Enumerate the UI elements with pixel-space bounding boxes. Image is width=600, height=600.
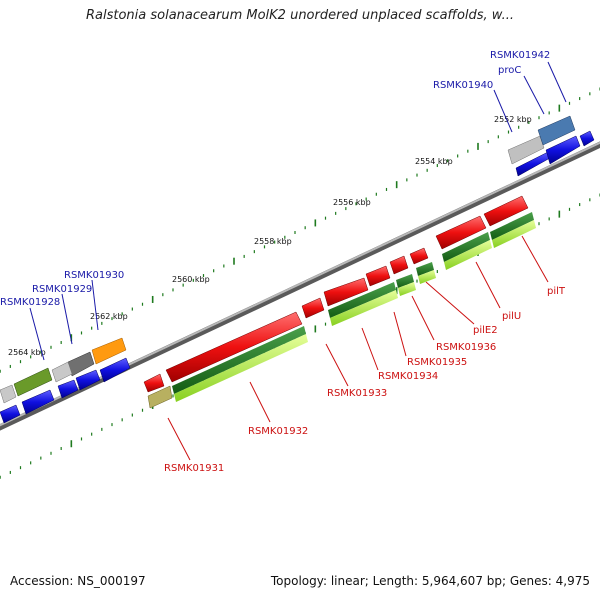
gene-block [328,282,396,318]
gene-block [147,385,173,409]
top-label-connectors [29,61,567,361]
gene-label: RSMK01942 [490,50,550,61]
gene-arrow [57,379,79,399]
gene-block [398,282,416,296]
gene-block [51,361,73,383]
forward-genes [0,130,595,424]
gene-block [396,274,414,288]
gene-block [442,232,490,262]
tick-label: 2554 kbp [415,157,453,166]
gene-block [13,367,53,397]
gene-arrow [301,297,325,319]
accession-text: Accession: NS_000197 [10,574,146,588]
gene-label: RSMK01936 [436,342,496,353]
gene-block [492,220,536,248]
top-gene-labels: RSMK01942 proC RSMK01940 RSMK01930 RSMK0… [0,50,550,308]
gene-arrow [409,247,429,265]
gene-block [330,290,398,326]
topology-summary: Topology: linear; Length: 5,964,607 bp; … [270,574,590,588]
gene-arrow [483,195,529,227]
gene-block [0,384,17,404]
gene-block [91,337,127,365]
gene-arrow [0,404,21,424]
gene-label: pilU [502,311,521,322]
bottom-label-connectors [167,235,549,461]
tick-label: 2564 kbp [8,348,46,357]
pathway-genes [147,212,536,409]
gene-label: pilT [547,286,566,297]
upper-feature-genes [0,115,576,404]
gene-arrow [143,373,165,393]
tick-label: 2556 kbp [333,198,371,207]
tick-label: 2552 kbp [494,115,532,124]
reverse-genes [143,195,529,393]
gene-block [490,212,534,240]
gene-arrow [435,215,487,250]
gene-block [416,262,434,276]
gene-block [444,240,492,270]
gene-block [537,115,576,146]
gene-label: RSMK01940 [433,80,493,91]
gene-arrow [579,130,595,147]
gene-block [507,135,545,165]
gene-arrow [365,265,391,287]
gene-arrow [323,277,369,307]
gene-label: RSMK01933 [327,388,387,399]
tick-label: 2558 kbp [254,237,292,246]
tick-label: 2562 kbp [90,312,128,321]
gene-arrow [165,311,303,383]
gene-block [174,334,308,402]
gene-label: RSMK01929 [32,284,92,295]
gene-label: RSMK01930 [64,270,124,281]
gene-arrow [99,357,131,383]
tick-label: 2560 kbp [172,275,210,284]
gene-label: RSMK01932 [248,426,308,437]
gene-arrow [21,389,55,415]
gene-label: RSMK01935 [407,357,467,368]
map-title: Ralstonia solanacearum MolK2 unordered u… [85,8,514,23]
gene-block [418,270,436,284]
gene-arrow [75,369,101,391]
gene-label: RSMK01931 [164,463,224,474]
gene-block [172,326,306,394]
gene-arrow [389,255,409,275]
bottom-gene-labels: pilT pilU pilE2 RSMK01936 RSMK01935 RSMK… [164,286,566,474]
gene-label: RSMK01934 [378,371,438,382]
tick-labels: 2552 kbp 2554 kbp 2556 kbp 2558 kbp 2560… [8,115,532,357]
upper-tick-track [0,87,600,373]
gene-label: proC [498,65,521,76]
gene-label: pilE2 [473,325,498,336]
gene-arrow [545,135,581,165]
gene-label: RSMK01928 [0,297,60,308]
